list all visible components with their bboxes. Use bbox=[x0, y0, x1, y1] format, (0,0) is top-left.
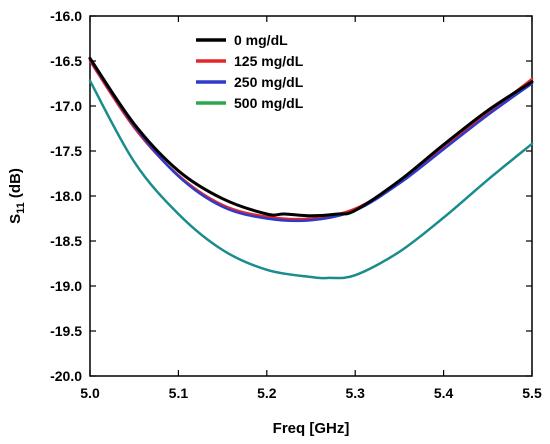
x-tick-label: 5.5 bbox=[522, 385, 542, 401]
y-tick-label: -17.0 bbox=[50, 98, 82, 114]
y-tick-label: -17.5 bbox=[50, 143, 82, 159]
x-axis-ticks: 5.0 5.1 5.2 5.3 5.4 5.5 bbox=[80, 16, 542, 401]
x-tick-label: 5.2 bbox=[257, 385, 277, 401]
y-axis-label-sub: 11 bbox=[15, 202, 27, 214]
y-axis-label-main: S bbox=[7, 214, 24, 224]
y-axis-ticks: -16.0 -16.5 -17.0 -17.5 -18.0 -18.5 -19.0 -19.5… bbox=[50, 8, 532, 384]
series-line-125-mg-dl bbox=[88, 59, 534, 221]
y-tick-label: -20.0 bbox=[50, 368, 82, 384]
y-axis-label: S11 (dB) bbox=[7, 168, 27, 224]
legend-label: 250 mg/dL bbox=[234, 74, 304, 90]
x-axis-label: Freq [GHz] bbox=[273, 420, 350, 437]
y-tick-label: -16.5 bbox=[50, 53, 82, 69]
x-tick-label: 5.3 bbox=[345, 385, 365, 401]
y-tick-label: -18.5 bbox=[50, 233, 82, 249]
y-tick-label: -19.0 bbox=[50, 278, 82, 294]
x-tick-label: 5.4 bbox=[434, 385, 454, 401]
series-line-0-mg-dl bbox=[88, 56, 534, 218]
legend-label: 500 mg/dL bbox=[234, 95, 304, 111]
legend-label: 125 mg/dL bbox=[234, 53, 304, 69]
series-line-500-mg-dl bbox=[88, 79, 534, 280]
y-axis-label-unit: (dB) bbox=[7, 168, 24, 202]
y-tick-label: -18.0 bbox=[50, 188, 82, 204]
legend: 0 mg/dL 125 mg/dL 250 mg/dL 500 mg/dL bbox=[196, 32, 304, 111]
x-tick-label: 5.1 bbox=[169, 385, 189, 401]
y-tick-label: -19.5 bbox=[50, 323, 82, 339]
plot-frame bbox=[89, 15, 533, 377]
series-line-250-mg-dl bbox=[88, 57, 534, 223]
series-lines bbox=[88, 56, 534, 280]
y-tick-label: -16.0 bbox=[50, 8, 82, 24]
x-tick-label: 5.0 bbox=[80, 385, 100, 401]
legend-label: 0 mg/dL bbox=[234, 32, 288, 48]
